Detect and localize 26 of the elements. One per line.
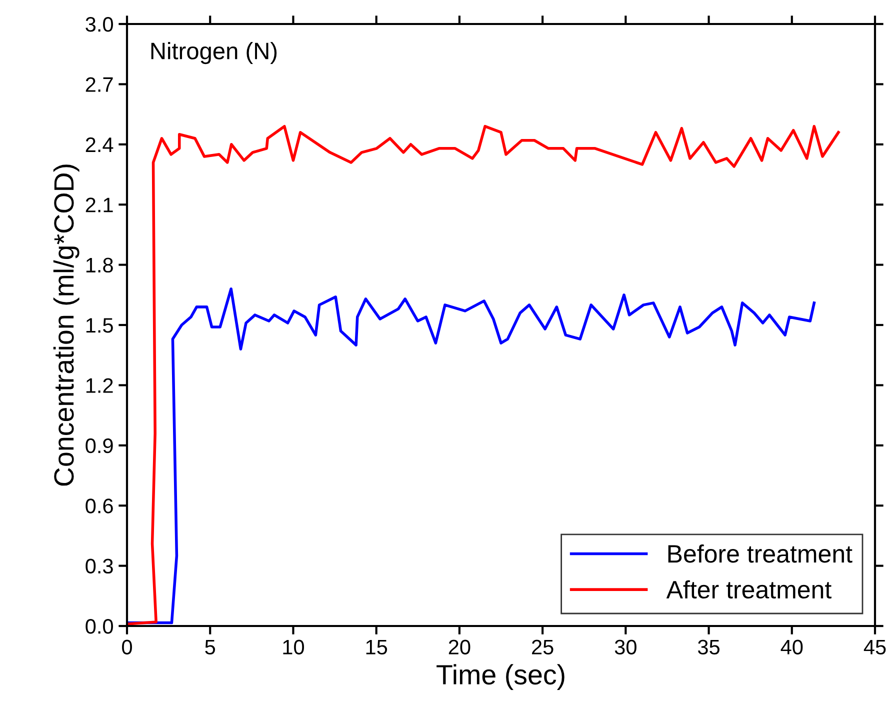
x-tick-label: 45 [864, 640, 886, 654]
y-tick-label: 2.7 [86, 77, 113, 92]
y-tick-label: 3.0 [86, 17, 113, 32]
legend-label: After treatment [666, 580, 832, 599]
annotation: Nitrogen (N) [151, 42, 277, 64]
x-axis-title: Time (sec) [436, 664, 564, 690]
x-tick-label: 10 [283, 640, 304, 654]
y-tick-label: 1.2 [86, 378, 113, 393]
y-tick-label: 0.0 [86, 619, 113, 634]
legend-label: Before treatment [668, 544, 852, 563]
x-tick-label: 30 [614, 640, 636, 654]
x-tick-label: 0 [122, 640, 132, 654]
x-tick-label: 5 [205, 640, 216, 654]
x-tick-label: 40 [780, 640, 803, 654]
x-tick-label: 25 [532, 640, 554, 654]
x-tick-label: 35 [698, 640, 720, 654]
y-tick-label: 2.4 [86, 137, 114, 152]
x-tick-label: 15 [366, 640, 388, 654]
y-tick-label: 2.1 [86, 198, 113, 212]
y-axis-title: Concentration (ml/g*COD) [53, 164, 80, 486]
x-tick-label: 20 [448, 640, 470, 654]
y-tick-label: 0.6 [86, 498, 113, 514]
y-tick-label: 0.9 [86, 438, 113, 454]
y-tick-label: 0.3 [86, 558, 113, 574]
y-tick-label: 1.5 [86, 318, 113, 333]
y-tick-label: 1.8 [86, 258, 113, 273]
